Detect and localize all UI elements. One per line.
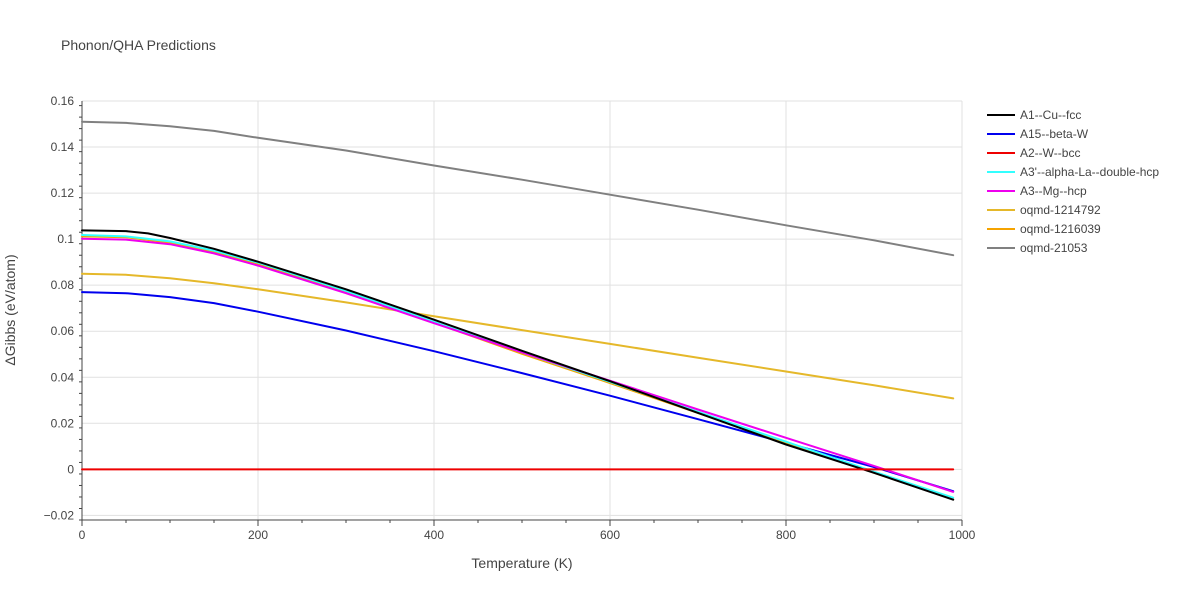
x-tick-label: 400 [424, 528, 444, 542]
y-tick-label: 0.04 [51, 370, 75, 384]
series-line [81, 234, 955, 499]
y-axis-title: ΔGibbs (eV/atom) [2, 254, 18, 365]
axes: 0 200 400 600 800 1000 −0.02 0 0.02 0.04 0.06 0.08 0… [44, 94, 976, 542]
x-axis-title: Temperature (K) [471, 555, 572, 571]
y-tick-label: 0.08 [51, 278, 75, 292]
legend-label: A15--beta-W [1020, 127, 1089, 141]
series-line [81, 291, 955, 493]
legend: A1--Cu--fcc A15--beta-W A2--W--bcc A3'--alp… [987, 108, 1159, 255]
series-layer [81, 120, 955, 501]
y-tick-label: −0.02 [44, 508, 75, 522]
legend-label: A3--Mg--hcp [1020, 184, 1087, 198]
x-tick-label: 1000 [949, 528, 976, 542]
legend-label: oqmd-21053 [1020, 241, 1088, 255]
legend-label: A2--W--bcc [1020, 146, 1080, 160]
y-tick-label: 0.16 [51, 94, 75, 108]
legend-label: A1--Cu--fcc [1020, 108, 1081, 122]
y-tick-label: 0.12 [51, 186, 75, 200]
series-line [81, 235, 955, 501]
chart-title: Phonon/QHA Predictions [61, 37, 216, 53]
series-line [81, 120, 955, 257]
series-line [81, 237, 955, 493]
legend-label: oqmd-1214792 [1020, 203, 1101, 217]
x-tick-label: 0 [79, 528, 86, 542]
legend-label: oqmd-1216039 [1020, 222, 1101, 236]
y-tick-label: 0 [67, 462, 74, 476]
legend-label: A3'--alpha-La--double-hcp [1020, 165, 1159, 179]
series-line [81, 229, 955, 501]
x-tick-label: 600 [600, 528, 620, 542]
y-tick-label: 0.1 [57, 232, 74, 246]
y-tick-label: 0.06 [51, 324, 75, 338]
x-tick-label: 200 [248, 528, 268, 542]
x-tick-label: 800 [776, 528, 796, 542]
y-tick-label: 0.14 [51, 140, 75, 154]
y-tick-label: 0.02 [51, 416, 75, 430]
series-line [81, 272, 955, 400]
